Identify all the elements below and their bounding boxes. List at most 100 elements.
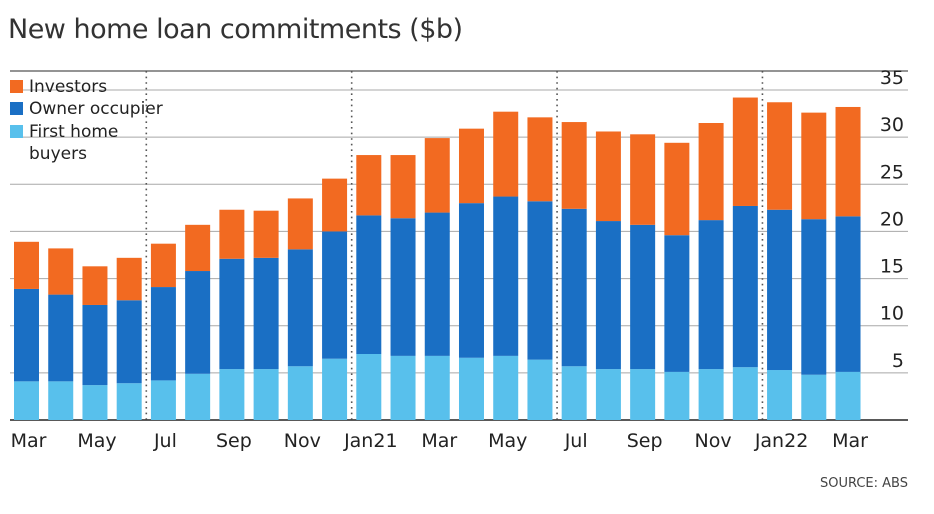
x-tick-label: Nov xyxy=(284,430,321,452)
bar-owner-occupier xyxy=(116,300,142,384)
bar-investors xyxy=(14,241,39,289)
bar-investors xyxy=(150,243,176,288)
bar-investors xyxy=(630,134,656,225)
bar-owner-occupier xyxy=(732,205,758,368)
x-tick-label: Nov xyxy=(695,430,732,452)
bar-owner-occupier xyxy=(561,208,587,367)
bar-owner-occupier xyxy=(630,224,656,370)
legend-label: First home xyxy=(29,122,118,142)
bar-investors xyxy=(390,155,416,219)
bar-investors xyxy=(322,178,348,232)
bar-owner-occupier xyxy=(14,288,39,382)
bar-first-home-buyers xyxy=(801,374,827,420)
bar-owner-occupier xyxy=(82,304,108,386)
bar-first-home-buyers xyxy=(630,369,656,420)
bar-investors xyxy=(835,106,861,217)
bar-investors xyxy=(287,198,313,250)
y-tick-label: 20 xyxy=(880,208,904,230)
bar-owner-occupier xyxy=(835,216,861,372)
y-tick-label: 35 xyxy=(880,67,904,89)
bars xyxy=(14,97,861,420)
bar-owner-occupier xyxy=(698,220,724,370)
bar-first-home-buyers xyxy=(561,366,587,420)
bar-investors xyxy=(253,210,279,258)
bar-investors xyxy=(664,142,690,236)
x-tick-label: Jan22 xyxy=(754,430,808,452)
y-tick-label: 5 xyxy=(892,350,904,372)
bar-first-home-buyers xyxy=(767,370,793,420)
legend-label: buyers xyxy=(29,144,87,164)
bar-first-home-buyers xyxy=(698,369,724,420)
bar-owner-occupier xyxy=(48,294,74,382)
bar-owner-occupier xyxy=(322,231,348,359)
bar-owner-occupier xyxy=(219,258,245,370)
x-axis-ticks: Mar May Jul Sep Nov Jan21 Mar May Jul Sep Nov Jan22… xyxy=(11,430,869,452)
bar-first-home-buyers xyxy=(185,373,211,420)
bar-first-home-buyers xyxy=(356,354,382,420)
y-tick-label: 25 xyxy=(880,161,904,183)
bar-investors xyxy=(424,138,450,213)
x-tick-label: Mar xyxy=(11,430,47,452)
bar-investors xyxy=(767,102,793,210)
bar-investors xyxy=(732,97,758,206)
bar-owner-occupier xyxy=(390,218,416,356)
legend-swatch xyxy=(10,80,23,93)
legend-swatch xyxy=(10,125,23,138)
bar-first-home-buyers xyxy=(287,366,313,420)
x-tick-label: Sep xyxy=(216,430,252,452)
x-tick-label: Jul xyxy=(153,430,177,452)
x-tick-label: Jul xyxy=(564,430,588,452)
bar-first-home-buyers xyxy=(458,357,484,420)
bar-owner-occupier xyxy=(424,212,450,356)
bar-owner-occupier xyxy=(493,196,519,356)
bar-first-home-buyers xyxy=(664,371,690,420)
bar-owner-occupier xyxy=(527,201,553,360)
bar-owner-occupier xyxy=(253,257,279,370)
x-tick-label: Mar xyxy=(421,430,457,452)
bar-owner-occupier xyxy=(595,221,621,370)
bar-owner-occupier xyxy=(287,249,313,367)
bar-first-home-buyers xyxy=(253,369,279,420)
bar-first-home-buyers xyxy=(493,355,519,420)
x-tick-label: Mar xyxy=(832,430,868,452)
bar-investors xyxy=(458,128,484,204)
x-tick-label: May xyxy=(77,430,116,452)
x-tick-label: Jan21 xyxy=(343,430,397,452)
bar-first-home-buyers xyxy=(48,381,74,420)
bar-first-home-buyers xyxy=(150,380,176,420)
bar-owner-occupier xyxy=(150,287,176,381)
bar-investors xyxy=(82,266,108,305)
bar-first-home-buyers xyxy=(82,385,108,420)
bar-first-home-buyers xyxy=(322,358,348,420)
bar-investors xyxy=(356,155,382,216)
bar-first-home-buyers xyxy=(595,369,621,420)
y-tick-label: 15 xyxy=(880,256,904,278)
x-tick-label: May xyxy=(488,430,527,452)
bar-investors xyxy=(48,248,74,295)
bar-first-home-buyers xyxy=(424,355,450,420)
bar-owner-occupier xyxy=(356,215,382,354)
bar-investors xyxy=(185,224,211,272)
bar-investors xyxy=(561,122,587,209)
legend-label: Owner occupier xyxy=(29,99,163,119)
legend-swatch xyxy=(10,102,23,115)
x-tick-label: Sep xyxy=(627,430,663,452)
bar-investors xyxy=(527,117,553,202)
bar-investors xyxy=(595,131,621,222)
bar-first-home-buyers xyxy=(835,371,861,420)
y-tick-label: 30 xyxy=(880,114,904,136)
bar-investors xyxy=(116,257,142,301)
source-note: SOURCE: ABS xyxy=(819,476,908,491)
bar-first-home-buyers xyxy=(116,383,142,420)
chart-title: New home loan commitments ($b) xyxy=(8,14,463,45)
bar-first-home-buyers xyxy=(390,355,416,420)
bar-owner-occupier xyxy=(767,209,793,371)
bar-first-home-buyers xyxy=(732,367,758,420)
bar-owner-occupier xyxy=(185,271,211,374)
bar-investors xyxy=(219,209,245,259)
bar-first-home-buyers xyxy=(14,381,39,420)
period-dividers xyxy=(145,71,764,420)
bar-investors xyxy=(698,123,724,221)
bar-first-home-buyers xyxy=(527,359,553,420)
